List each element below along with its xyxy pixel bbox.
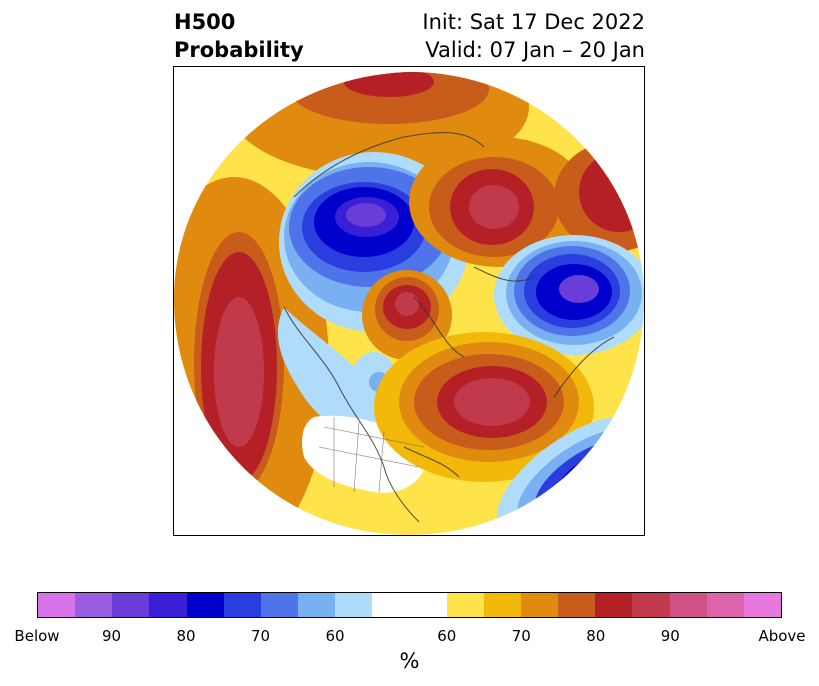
europe-negative-anomaly: [494, 235, 644, 355]
colorbar-segment: [632, 593, 670, 617]
colorbar-tick-label: 90: [660, 627, 680, 645]
colorbar-segment: [743, 593, 782, 617]
colorbar-tick-label: 70: [511, 627, 531, 645]
colorbar-segment: [260, 593, 299, 617]
colorbar-segment: [483, 593, 522, 617]
arctic-positive-anomaly: [409, 137, 589, 267]
coastlines: [283, 132, 615, 523]
colorbar-tick-label: Below: [14, 627, 60, 645]
title-line-1: H500: [174, 10, 236, 34]
colorbar-segment: [558, 593, 596, 617]
alaska-positive-anomaly: [362, 270, 452, 360]
chart-title: H500 Probability: [174, 8, 304, 64]
colorbar-segment: [223, 593, 261, 617]
colorbar-tick-label: 60: [325, 627, 345, 645]
colorbar-segment: [186, 593, 224, 617]
us-state-borders: [318, 417, 425, 493]
colorbar-segment: [75, 593, 113, 617]
colorbar-tick-label: 90: [101, 627, 122, 645]
colorbar-segment: [112, 593, 150, 617]
colorbar-tick-label: 60: [437, 627, 457, 645]
colorbar-tick-label: 70: [250, 627, 271, 645]
asia-negative-anomaly: [279, 152, 469, 332]
init-date: Init: Sat 17 Dec 2022: [422, 10, 645, 34]
colorbar-segment: [335, 593, 373, 617]
colorbar-unit: %: [399, 649, 420, 673]
date-info: Init: Sat 17 Dec 2022 Valid: 07 Jan – 20…: [422, 8, 645, 64]
colorbar-tick-label: 80: [176, 627, 196, 645]
probability-map: [173, 66, 645, 536]
valid-range: Valid: 07 Jan – 20 Jan: [425, 38, 645, 62]
atlantic-positive-anomaly: [374, 332, 594, 482]
colorbar-segment: [595, 593, 633, 617]
colorbar-segment: [669, 593, 707, 617]
colorbar-segment: [706, 593, 744, 617]
colorbar-segment: [38, 593, 76, 617]
map-svg: [174, 72, 644, 535]
colorbar-segment: [149, 593, 187, 617]
colorbar: [37, 592, 782, 618]
colorbar-labels: Below 90 80 70 60 60 70 80 90 Above: [14, 627, 805, 647]
title-line-2: Probability: [174, 38, 304, 62]
colorbar-segment: [298, 593, 336, 617]
colorbar-segment: [446, 593, 484, 617]
colorbar-tick-label: 80: [586, 627, 606, 645]
colorbar-tick-label: Above: [758, 627, 806, 645]
colorbar-segment: [372, 593, 447, 617]
colorbar-segment: [521, 593, 559, 617]
pacific-positive-anomaly: [174, 177, 329, 535]
siberia-positive-anomaly: [229, 72, 529, 177]
